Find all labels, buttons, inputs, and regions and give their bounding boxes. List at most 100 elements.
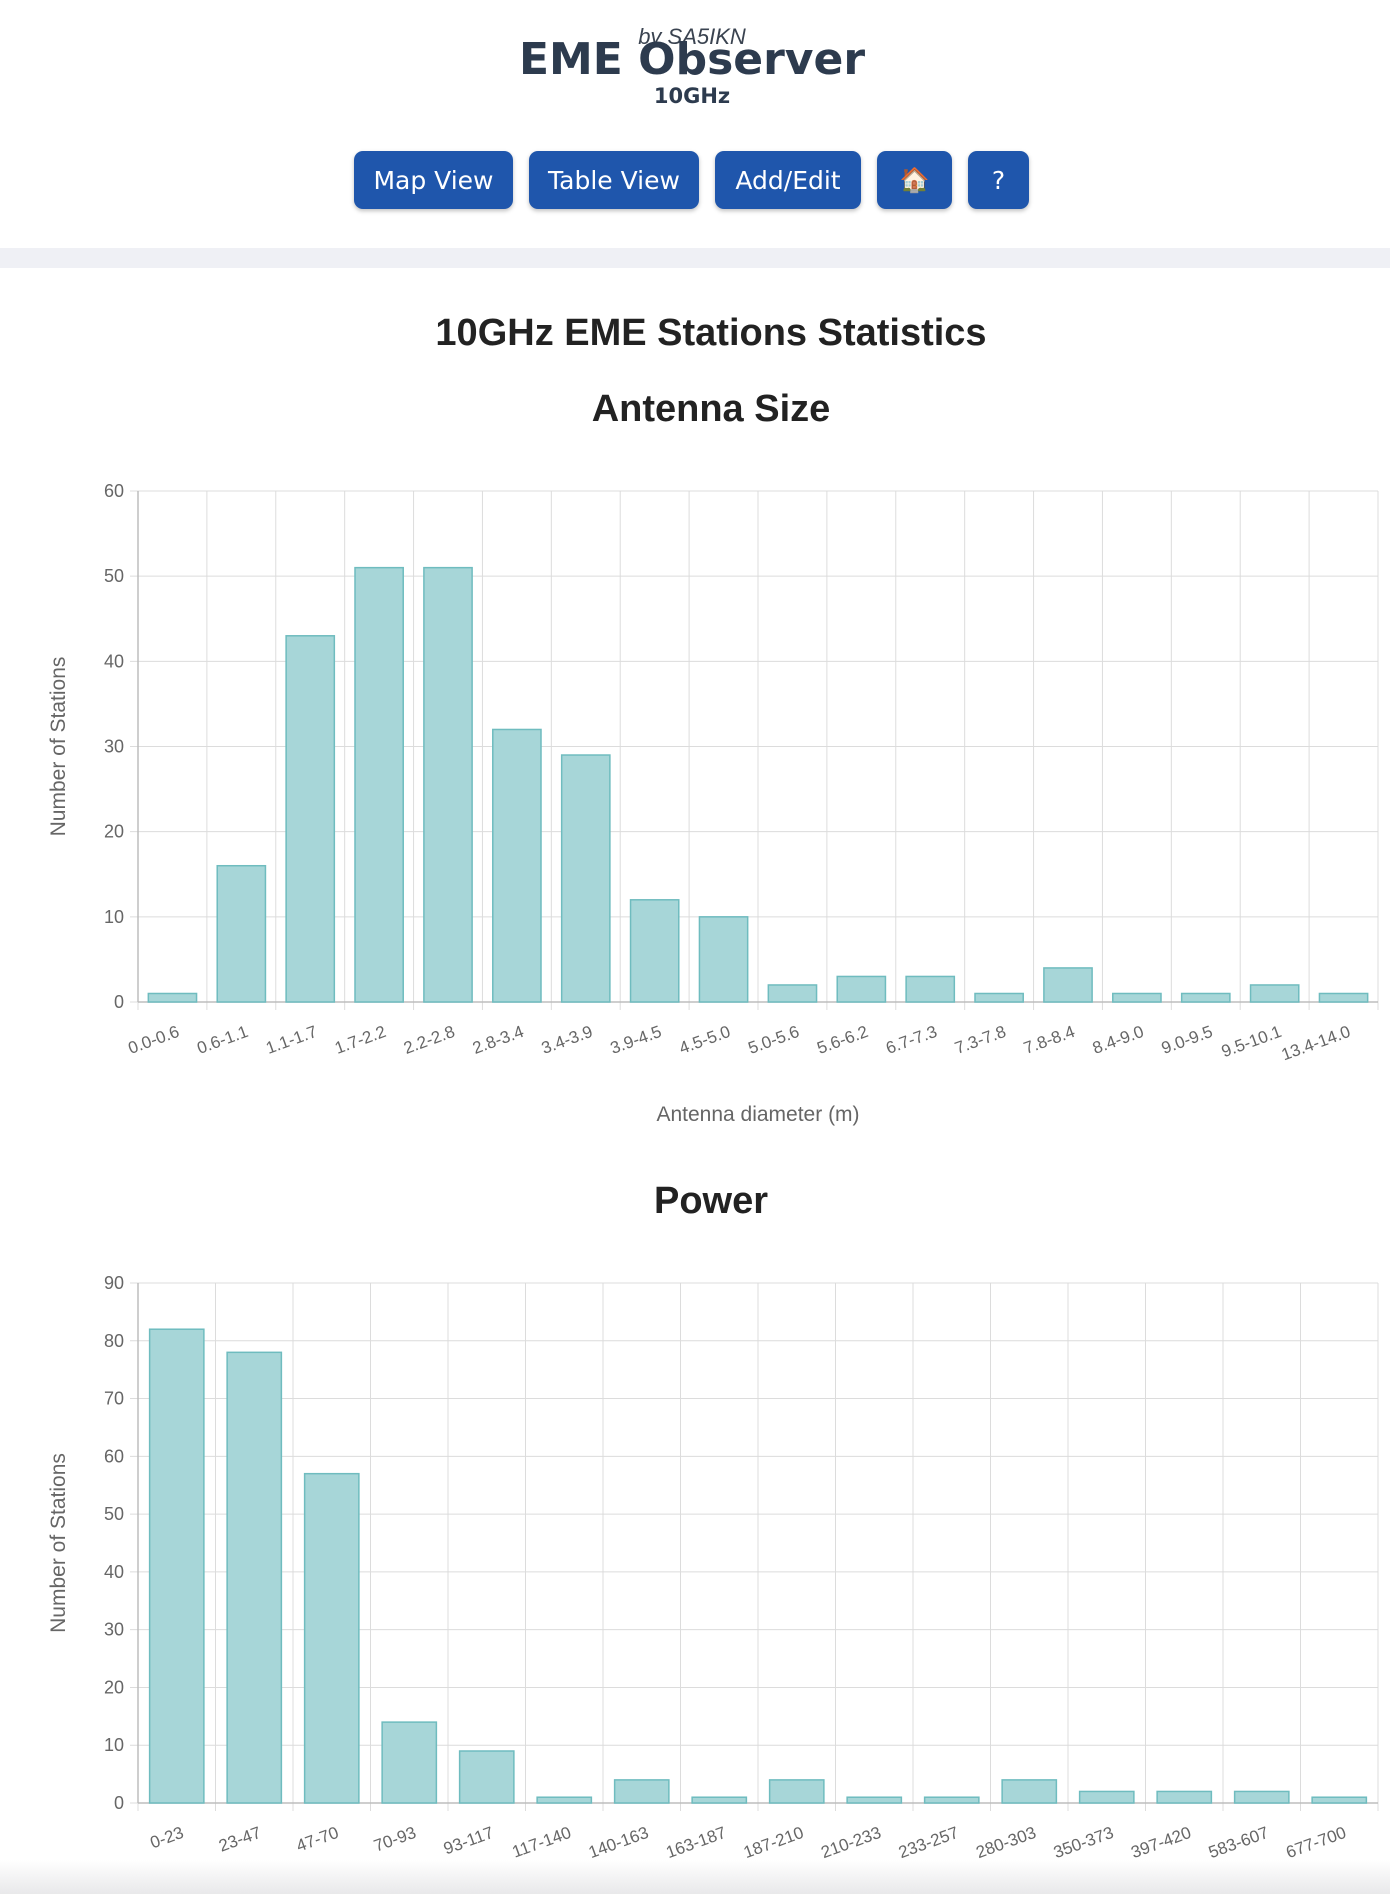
bar[interactable] (691, 1796, 748, 1804)
x-tick-label: 0.0-0.6 (126, 1022, 182, 1058)
nav-bar: Map View Table View Add/Edit 🏠 ? (0, 151, 1390, 209)
bar[interactable] (148, 1328, 205, 1804)
x-tick-label: 140-163 (586, 1823, 651, 1862)
bar[interactable] (1233, 1790, 1290, 1804)
y-tick-label: 60 (104, 1446, 124, 1466)
y-tick-label: 50 (104, 566, 124, 586)
bar[interactable] (381, 1721, 438, 1804)
bar[interactable] (285, 635, 336, 1003)
antenna-size-chart: 0 10 20 30 40 50 60 0.0-0.6 0.6-1.1 1.1-1.7 1.7-2.… (47, 481, 1379, 1126)
x-tick-label: 117-140 (510, 1823, 574, 1862)
x-tick-label: 210-233 (818, 1823, 883, 1862)
bottom-fade (0, 1860, 1390, 1894)
bar[interactable] (1001, 1779, 1058, 1804)
bar[interactable] (768, 1779, 825, 1804)
bar[interactable] (767, 984, 818, 1003)
y-tick-label: 40 (104, 1562, 124, 1582)
bar[interactable] (1043, 967, 1093, 1003)
add-edit-button[interactable]: Add/Edit (715, 151, 861, 209)
y-tick-label: 70 (104, 1389, 124, 1409)
bar[interactable] (226, 1351, 283, 1804)
y-tick-label: 50 (104, 1504, 124, 1524)
y-tick-label: 20 (104, 1677, 124, 1697)
bar[interactable] (1156, 1790, 1213, 1804)
bar[interactable] (536, 1796, 593, 1804)
x-tick-label: 13.4-14.0 (1279, 1022, 1353, 1064)
map-view-button[interactable]: Map View (354, 151, 513, 209)
page-title: 10GHz EME Stations Statistics (435, 312, 987, 354)
power-section-title: Power (653, 1180, 769, 1222)
x-tick-label: 350-373 (1051, 1823, 1116, 1862)
x-tick-label: 583-607 (1206, 1823, 1271, 1862)
bar[interactable] (629, 899, 680, 1003)
y-tick-label: 0 (114, 992, 124, 1012)
x-tick-label: 233-257 (896, 1823, 961, 1862)
bar[interactable] (492, 728, 542, 1003)
antenna-section-title: Antenna Size (591, 388, 831, 430)
x-tick-label: 70-93 (371, 1823, 418, 1856)
y-tick-label: 30 (104, 1620, 124, 1640)
x-tick-label: 23-47 (216, 1823, 263, 1856)
bar[interactable] (698, 916, 749, 1003)
bar[interactable] (1311, 1796, 1368, 1804)
bar[interactable] (458, 1750, 515, 1804)
y-axis-label: Number of Stations (47, 1453, 70, 1633)
bar[interactable] (1112, 992, 1162, 1003)
x-tick-label: 9.5-10.1 (1219, 1022, 1284, 1061)
x-tick-label: 1.1-1.7 (263, 1022, 319, 1058)
x-tick-label: 93-117 (441, 1823, 496, 1859)
x-tick-label: 7.3-7.8 (952, 1022, 1008, 1058)
x-tick-label: 6.7-7.3 (883, 1022, 939, 1058)
x-tick-label: 1.7-2.2 (332, 1022, 388, 1058)
band-label: 10GHz (653, 84, 731, 108)
bar[interactable] (836, 975, 887, 1003)
x-tick-label: 3.4-3.9 (539, 1022, 595, 1058)
bar[interactable] (216, 864, 267, 1003)
home-button[interactable]: 🏠 (877, 151, 952, 209)
x-tick-label: 0-23 (148, 1823, 186, 1852)
app-title: EME Observer (518, 34, 866, 85)
power-chart: 0 10 20 30 40 50 60 70 80 90 0-23 23-47 47-70 70-93 93… (47, 1273, 1379, 1862)
author-byline: by SA5IKN (638, 24, 746, 49)
x-tick-label: 9.0-9.5 (1159, 1022, 1215, 1058)
bar[interactable] (923, 1796, 980, 1804)
x-tick-label: 0.6-1.1 (194, 1022, 250, 1058)
x-tick-label: 280-303 (973, 1823, 1038, 1862)
home-icon: 🏠 (899, 166, 930, 194)
bar[interactable] (423, 566, 473, 1003)
y-axis-label: Number of Stations (47, 657, 70, 837)
bar[interactable] (846, 1796, 903, 1804)
x-tick-label: 47-70 (294, 1823, 341, 1856)
y-tick-label: 30 (104, 737, 124, 757)
x-tick-label: 3.9-4.5 (608, 1022, 664, 1058)
y-tick-label: 60 (104, 481, 124, 501)
y-tick-label: 20 (104, 822, 124, 842)
bar[interactable] (613, 1779, 670, 1804)
help-button[interactable]: ? (968, 151, 1029, 209)
bar[interactable] (974, 992, 1024, 1003)
bar[interactable] (303, 1472, 360, 1804)
x-tick-label: 163-187 (663, 1823, 728, 1862)
y-tick-label: 90 (104, 1273, 124, 1293)
bar[interactable] (1078, 1790, 1135, 1804)
x-tick-label: 5.0-5.6 (746, 1022, 802, 1058)
x-tick-label: 677-700 (1283, 1823, 1348, 1862)
bar[interactable] (354, 566, 404, 1003)
bar[interactable] (1180, 992, 1231, 1003)
bar[interactable] (1249, 984, 1300, 1003)
bar[interactable] (147, 992, 198, 1003)
y-tick-label: 40 (104, 651, 124, 671)
x-tick-label: 5.6-6.2 (814, 1022, 870, 1058)
x-tick-label: 2.2-2.8 (401, 1022, 457, 1058)
bar[interactable] (560, 754, 611, 1003)
y-tick-label: 10 (104, 907, 124, 927)
y-tick-label: 80 (104, 1331, 124, 1351)
header-divider (0, 248, 1390, 268)
bar[interactable] (905, 975, 956, 1003)
y-tick-label: 10 (104, 1735, 124, 1755)
x-axis-label: Antenna diameter (m) (656, 1103, 859, 1126)
x-tick-label: 397-420 (1128, 1823, 1193, 1862)
bar[interactable] (1318, 992, 1369, 1003)
x-tick-label: 8.4-9.0 (1090, 1022, 1146, 1058)
table-view-button[interactable]: Table View (529, 151, 699, 209)
